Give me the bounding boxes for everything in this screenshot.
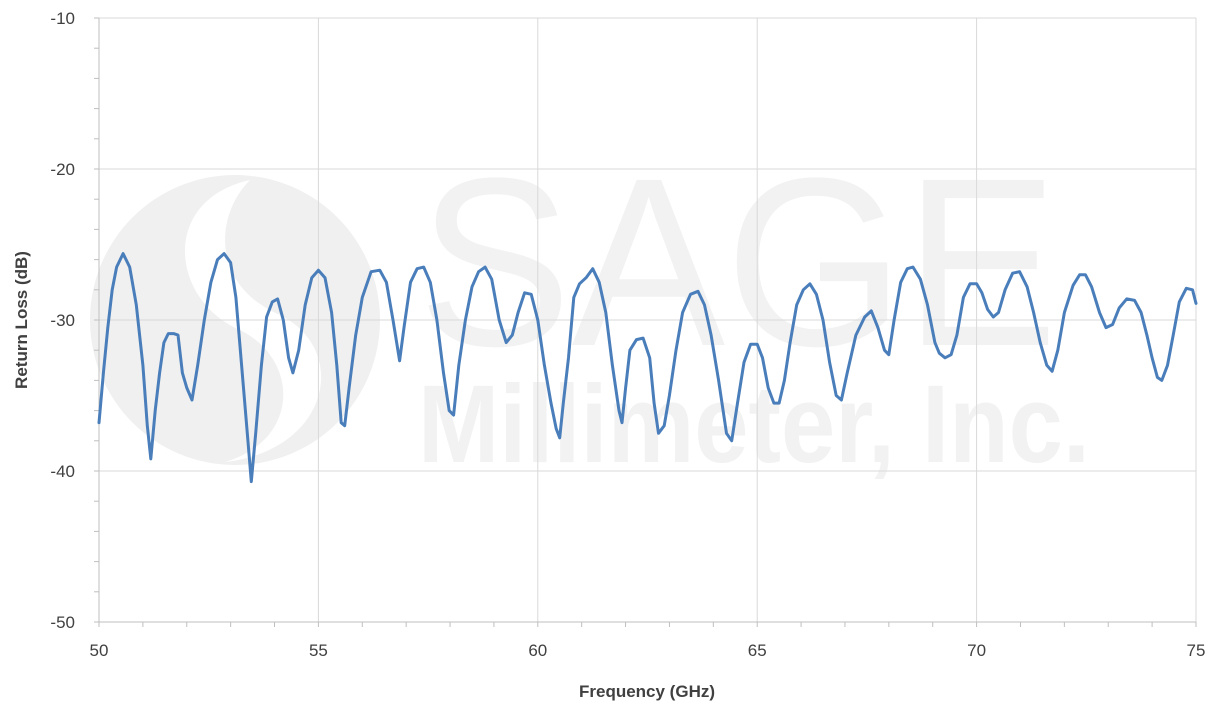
y-axis-title: Return Loss (dB) [12, 251, 31, 389]
y-tick-label-2: -30 [50, 311, 75, 330]
x-tick-label-3: 65 [748, 641, 767, 660]
y-tick-label-0: -50 [50, 613, 75, 632]
minor-ticks [94, 17, 1197, 627]
y-tick-labels: -50 -40 -30 -20 -10 [50, 9, 75, 632]
watermark-brand: SAGE [418, 128, 1058, 396]
series-layer [97, 252, 1198, 484]
x-tick-label-0: 50 [90, 641, 109, 660]
watermark-logo: SAGE Millimeter, Inc. [90, 128, 1090, 486]
x-tick-label-5: 75 [1187, 641, 1206, 660]
watermark-swoosh [185, 180, 322, 462]
x-tick-label-1: 55 [309, 641, 328, 660]
y-tick-label-4: -10 [50, 9, 75, 28]
x-tick-labels: 50 55 60 65 70 75 [90, 641, 1206, 660]
x-axis-title: Frequency (GHz) [579, 682, 715, 701]
x-tick-label-4: 70 [967, 641, 986, 660]
x-tick-label-2: 60 [528, 641, 547, 660]
y-tick-label-3: -20 [50, 160, 75, 179]
watermark-company: Millimeter, Inc. [418, 363, 1090, 486]
y-tick-label-1: -40 [50, 462, 75, 481]
series-line-0 [97, 252, 1198, 484]
gridlines [99, 17, 1197, 622]
